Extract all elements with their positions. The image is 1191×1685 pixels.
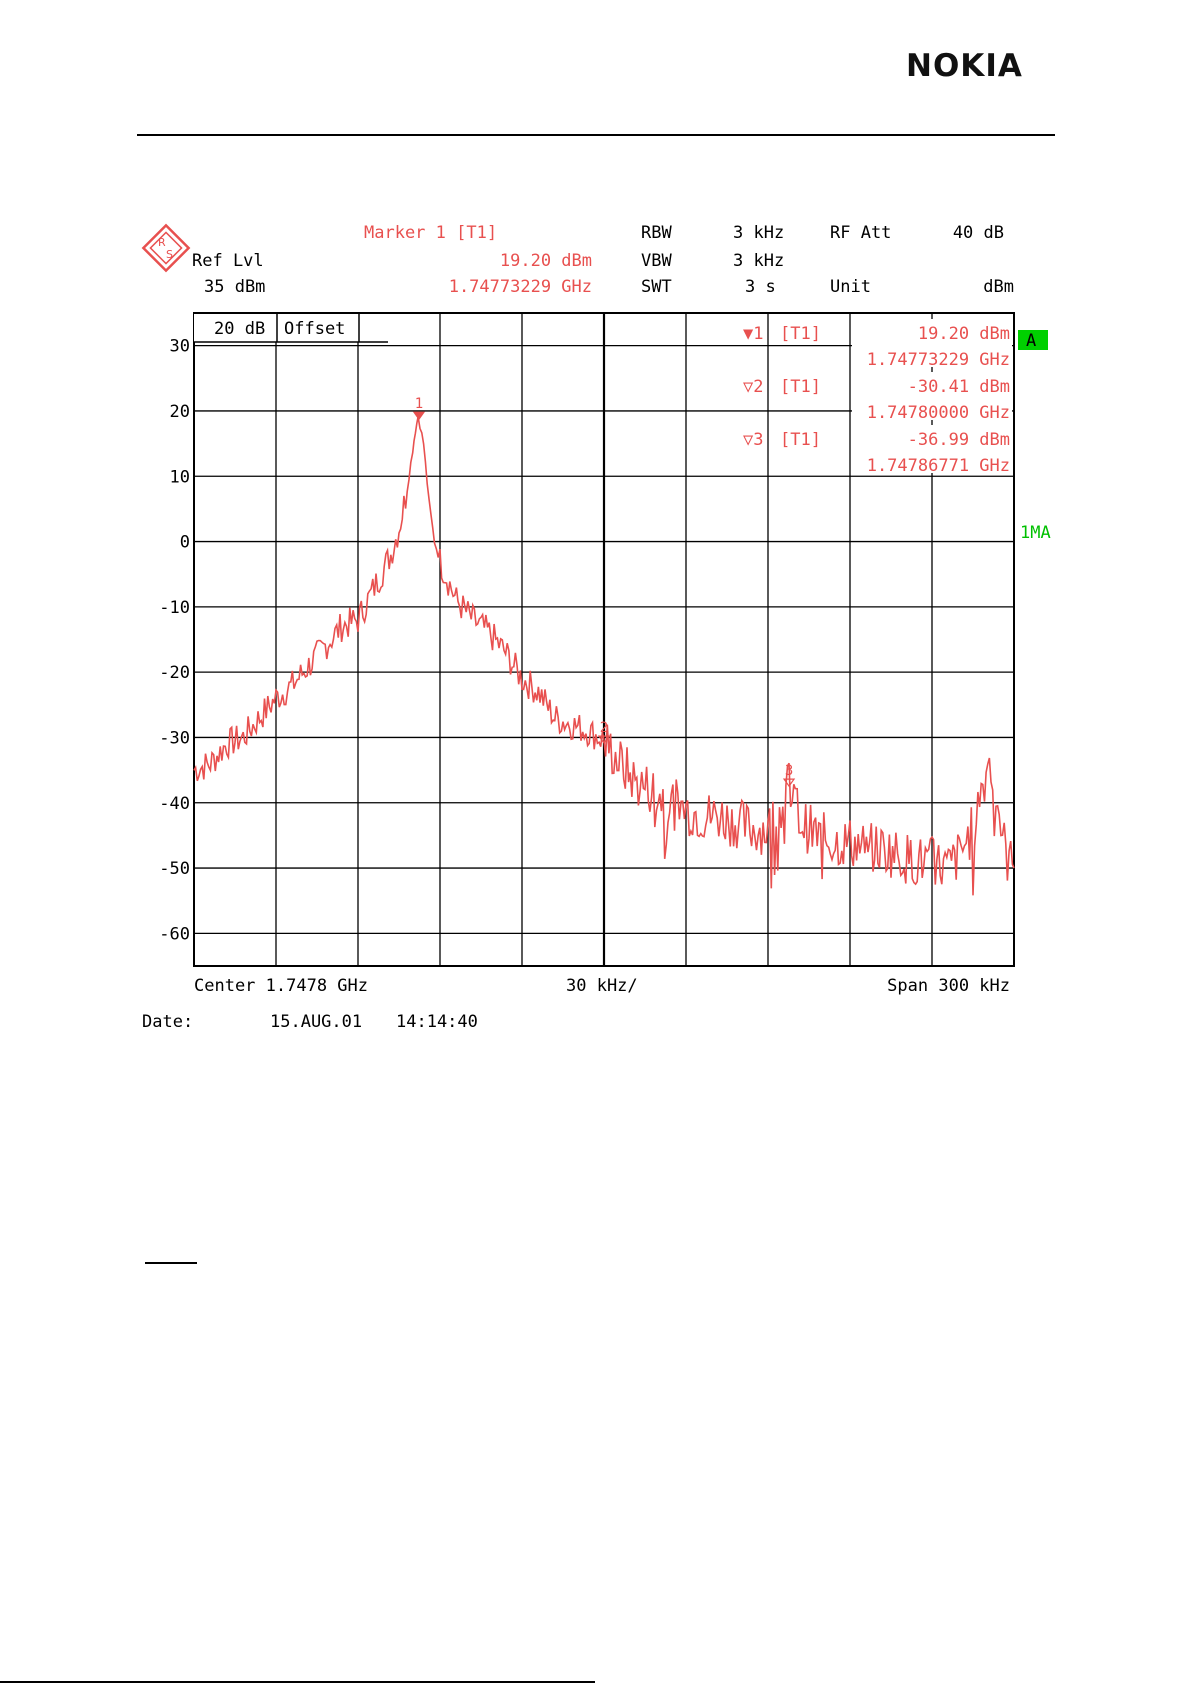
marker-readout-row-2: ▽2 [T1] -30.41 dBm 1.74780000 GHz (743, 372, 1012, 423)
rohde-schwarz-logo-icon: R S (141, 223, 191, 273)
marker-readout-trace: [T1] (780, 430, 821, 450)
spectrum-trace (193, 416, 1015, 896)
ref-level-value: 35 dBm (204, 277, 265, 297)
trace-a-indicator (1018, 330, 1048, 350)
rf-att-value: 40 dB (953, 223, 1004, 243)
marker-readout-level: -36.99 dBm (908, 430, 1010, 450)
footnote-rule (145, 1262, 197, 1264)
swt-label: SWT (641, 277, 672, 297)
y-tick-labels: 30 20 10 0 -10 -20 -30 -40 -50 -60 (159, 337, 190, 945)
y-tick-label: -50 (159, 859, 190, 879)
header-rule (137, 134, 1055, 136)
trace-marker-label: 1 (415, 396, 423, 412)
marker-readout-row-1: ▼1 [T1] 19.20 dBm 1.74773229 GHz (743, 319, 1012, 370)
marker-readout-trace: [T1] (780, 324, 821, 344)
trace-a-label: A (1026, 331, 1036, 351)
y-tick-label: -20 (159, 663, 190, 683)
date-label: Date: (142, 1012, 193, 1032)
trace-marker-label: 3 (785, 763, 793, 779)
page-bottom-rule (0, 1681, 595, 1683)
trace-marker-label: 2 (600, 720, 608, 736)
y-tick-label: -60 (159, 924, 190, 944)
trace-marker-3: 3 (782, 763, 796, 788)
vbw-value: 3 kHz (733, 251, 784, 271)
trace-marker-1: 1 (412, 396, 426, 421)
frequency-per-division-label: 30 kHz/ (566, 976, 638, 996)
marker-level: 19.20 dBm (500, 251, 592, 271)
y-tick-label: 0 (180, 533, 190, 553)
rbw-label: RBW (641, 223, 672, 243)
marker-readout-trace: [T1] (780, 377, 821, 397)
trace-marker-2: 2 (597, 720, 611, 745)
marker-readout-row-3: ▽3 [T1] -36.99 dBm 1.74786771 GHz (743, 425, 1012, 476)
rbw-value: 3 kHz (733, 223, 784, 243)
y-tick-label: -10 (159, 598, 190, 618)
marker-readout-frequency: 1.74786771 GHz (867, 456, 1010, 476)
spectrum-analyzer-screen: R S Ref Lvl 35 dBm Marker 1 [T1] 19.20 d… (141, 223, 1051, 1032)
rf-att-label: RF Att (830, 223, 891, 243)
svg-text:R: R (158, 236, 166, 249)
marker-readout-symbol: ▼1 (743, 324, 763, 344)
marker-readout-level: -30.41 dBm (908, 377, 1010, 397)
vbw-label: VBW (641, 251, 672, 271)
marker-readout-level: 19.20 dBm (918, 324, 1010, 344)
marker-readout-table: ▼1 [T1] 19.20 dBm 1.74773229 GHz ▽2 [T1] -30.4… (743, 319, 1012, 476)
unit-value: dBm (983, 277, 1014, 297)
ref-level-label: Ref Lvl (192, 251, 264, 271)
center-frequency-label: Center 1.7478 GHz (194, 976, 368, 996)
marker-readout-symbol: ▽2 (743, 377, 763, 397)
offset-label: Offset (284, 319, 345, 339)
offset-box: 20 dB Offset (194, 314, 388, 343)
y-tick-label: 20 (170, 402, 190, 422)
marker-title: Marker 1 [T1] (364, 223, 497, 243)
nokia-logo: NOKIA (906, 48, 1023, 84)
time-value: 14:14:40 (396, 1012, 478, 1032)
svg-text:S: S (166, 248, 173, 261)
marker-readout-symbol: ▽3 (743, 430, 763, 450)
y-tick-label: -40 (159, 794, 190, 814)
marker-frequency: 1.74773229 GHz (449, 277, 592, 297)
span-label: Span 300 kHz (887, 976, 1010, 996)
marker-readout-frequency: 1.74773229 GHz (867, 350, 1010, 370)
offset-db-value: 20 dB (214, 319, 265, 339)
unit-label: Unit (830, 277, 871, 297)
y-tick-label: 30 (170, 337, 190, 357)
date-value: 15.AUG.01 (270, 1012, 362, 1032)
detector-1ma-label: 1MA (1020, 523, 1051, 543)
y-tick-label: 10 (170, 467, 190, 487)
y-tick-label: -30 (159, 728, 190, 748)
swt-value: 3 s (745, 277, 776, 297)
trace-markers: 1 2 3 (412, 396, 796, 788)
marker-readout-frequency: 1.74780000 GHz (867, 403, 1010, 423)
